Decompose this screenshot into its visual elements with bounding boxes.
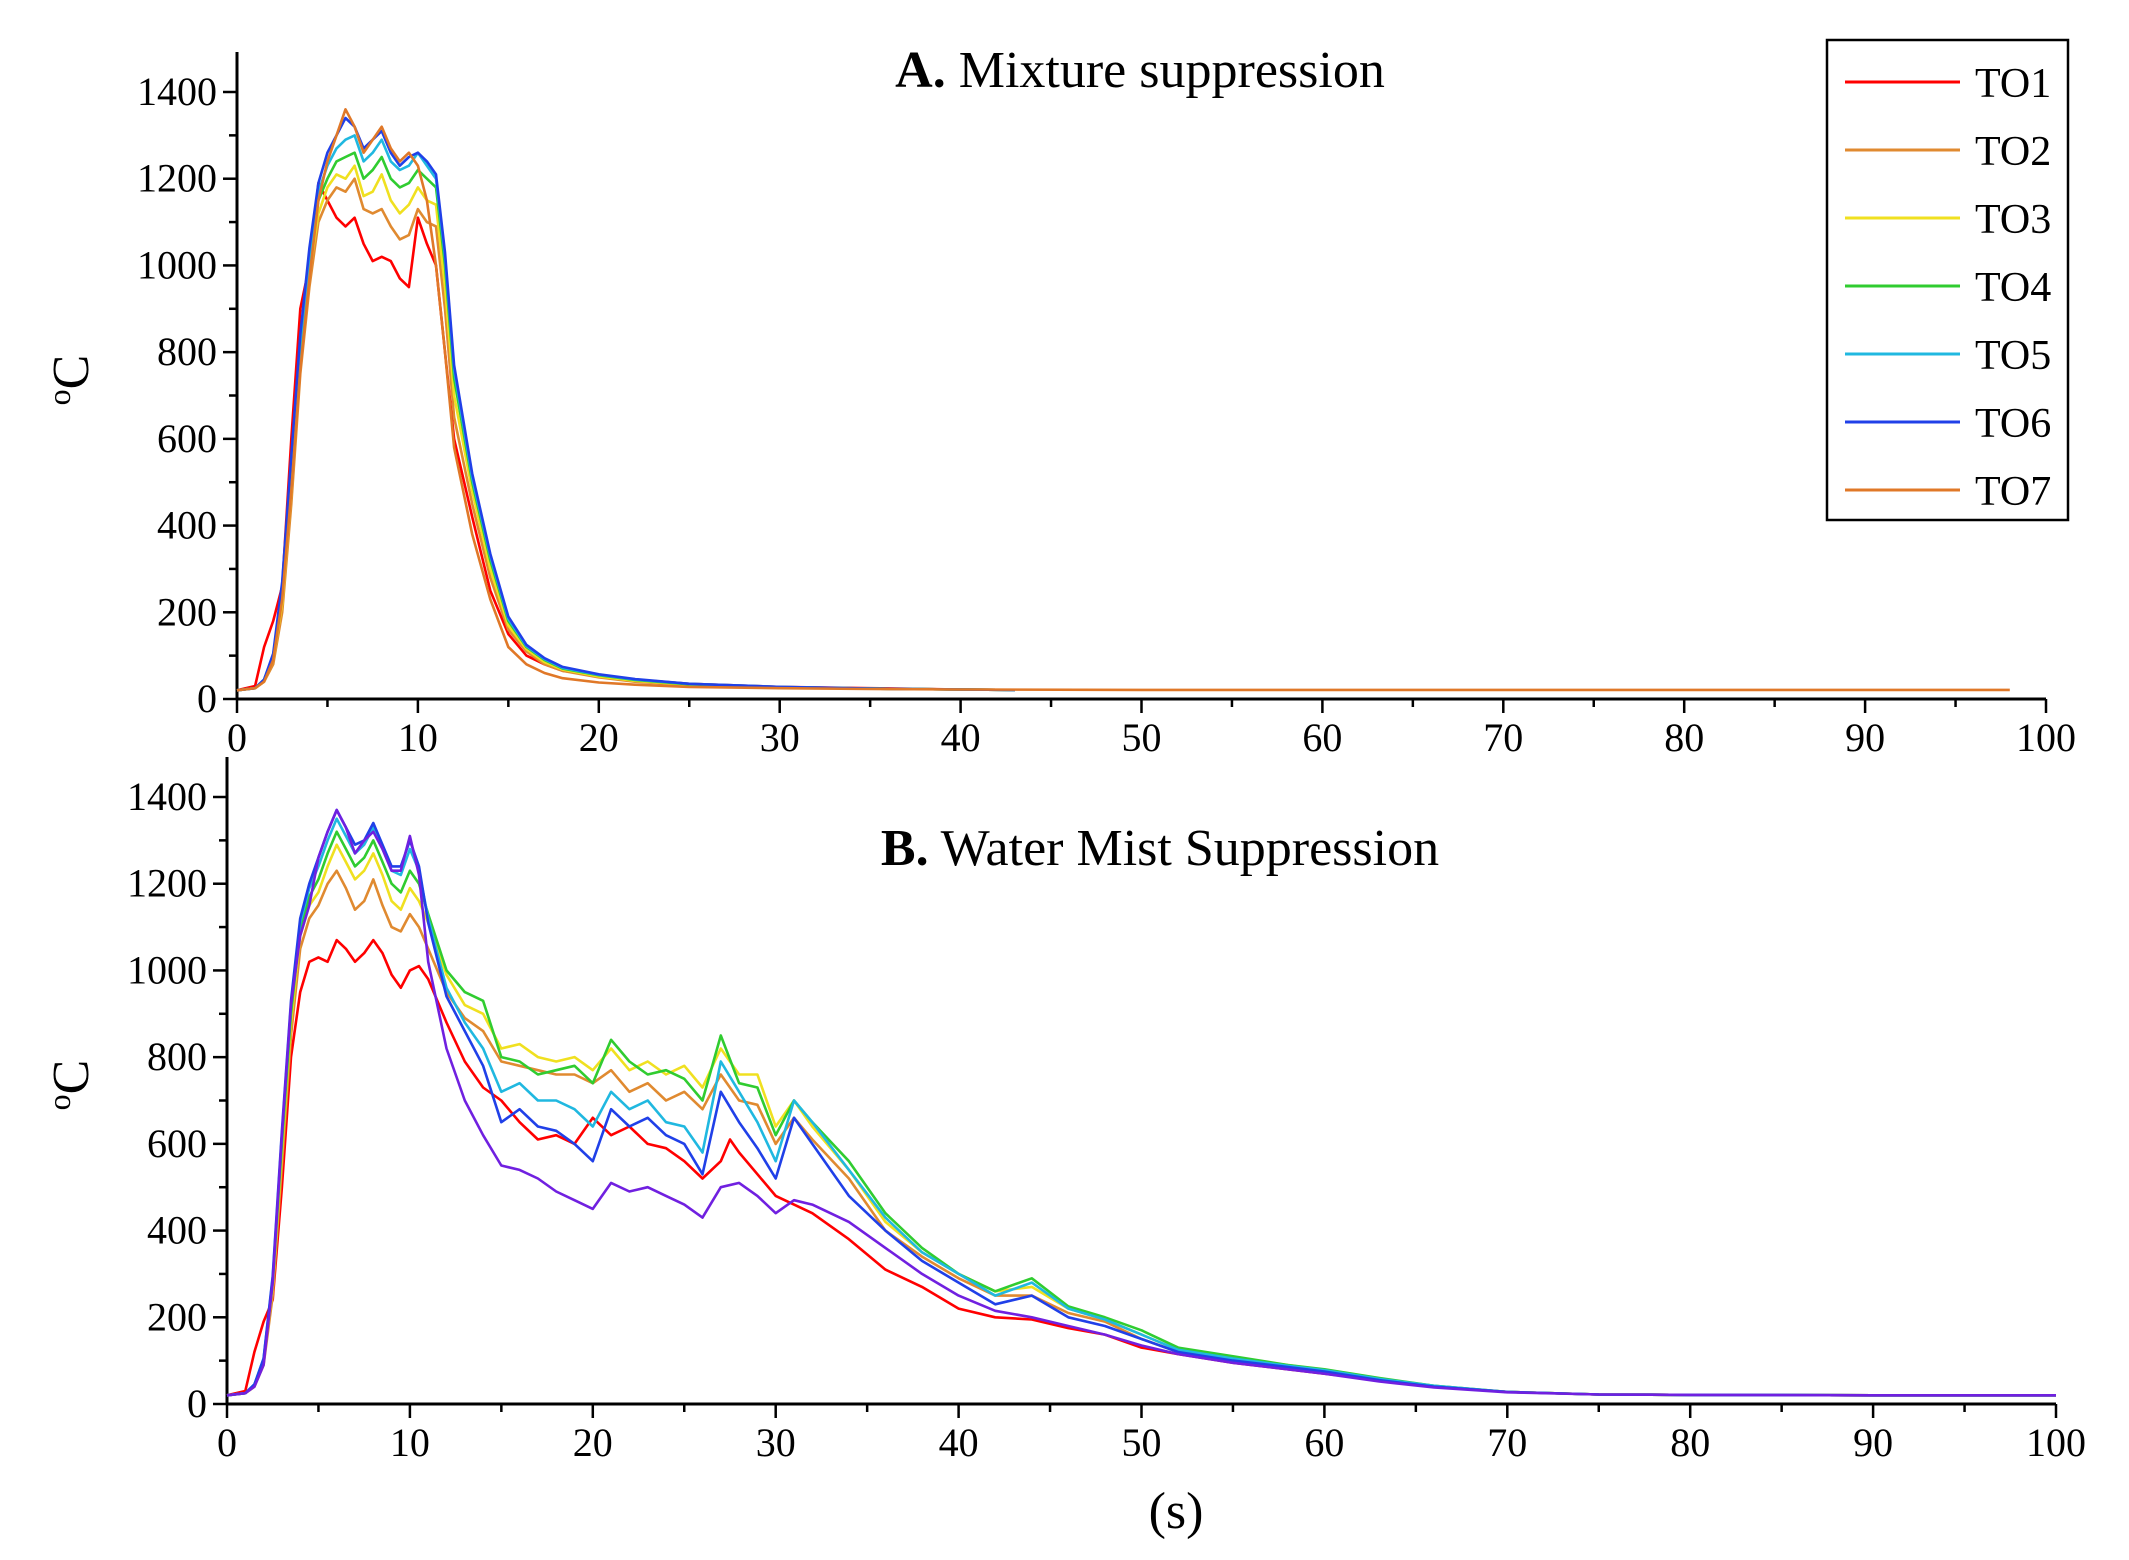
chart-a-y-tick-label: 1400 xyxy=(137,69,217,114)
chart-b-y-tick-label: 800 xyxy=(147,1034,207,1079)
chart-a-x-tick-label: 60 xyxy=(1302,715,1342,760)
chart-b-x-tick-label: 90 xyxy=(1853,1420,1893,1465)
chart-a-x-tick-label: 10 xyxy=(398,715,438,760)
chart-b-series-to5 xyxy=(226,817,2056,1397)
chart-a-ylabel-degree: o xyxy=(41,389,77,405)
chart-b-y-tick-label: 600 xyxy=(147,1121,207,1166)
chart-a-series-to7 xyxy=(236,108,2010,692)
chart-b-plot: 0 10 20 30 40 50 60 70 80 90 100020040060080010001… xyxy=(127,757,2086,1465)
chart-a-title-bold: A. xyxy=(895,42,946,99)
legend-label-to4: TO4 xyxy=(1975,265,2051,311)
chart-a-title-rest: Mixture suppression xyxy=(946,42,1385,99)
chart-b-y-tick-label: 1000 xyxy=(127,947,207,992)
chart-b-y-tick-label: 200 xyxy=(147,1294,207,1339)
chart-b-y-tick-label: 1400 xyxy=(127,774,207,819)
legend-label-to1: TO1 xyxy=(1975,61,2051,107)
chart-b-xlabel: (s) xyxy=(1149,1483,1204,1540)
chart-b-x-tick-label: 60 xyxy=(1304,1420,1344,1465)
chart-b-series-to7 xyxy=(226,808,2056,1397)
chart-a-x-tick-label: 30 xyxy=(760,715,800,760)
chart-b-title-bold: B. xyxy=(881,820,929,877)
chart-a-x-tick-label: 0 xyxy=(227,715,247,760)
legend-box xyxy=(1825,38,2070,522)
chart-b-x-tick-label: 0 xyxy=(217,1420,237,1465)
chart-a-y-tick-label: 1000 xyxy=(137,242,217,287)
legend-label-to7: TO7 xyxy=(1975,469,2051,515)
chart-a-y-tick-label: 0 xyxy=(197,676,217,721)
legend-label-to2: TO2 xyxy=(1975,129,2051,175)
chart-a-series-to6 xyxy=(236,116,1015,692)
chart-a-plot: 0 10 20 30 40 50 60 70 80 90 100020040060080010001… xyxy=(137,52,2076,760)
legend-label-to6: TO6 xyxy=(1975,401,2051,447)
chart-b-x-tick-label: 80 xyxy=(1670,1420,1710,1465)
chart-a-y-tick-label: 600 xyxy=(157,416,217,461)
chart-panel-b: B. Water Mist Suppression oC 0 10 20 30 40 50… xyxy=(41,757,2086,1540)
chart-b-title: B. Water Mist Suppression xyxy=(881,820,1439,877)
chart-b-y-tick-label: 0 xyxy=(187,1381,207,1426)
chart-a-x-tick-label: 100 xyxy=(2016,715,2076,760)
chart-b-x-tick-label: 50 xyxy=(1122,1420,1162,1465)
chart-a-ylabel-unit: C xyxy=(43,355,100,390)
chart-a-x-tick-label: 20 xyxy=(579,715,619,760)
chart-a-x-tick-label: 50 xyxy=(1122,715,1162,760)
chart-panel-a: A. Mixture suppression oC 0 10 20 30 40 50 60 7… xyxy=(41,38,2076,760)
chart-b-x-tick-label: 70 xyxy=(1487,1420,1527,1465)
chart-a-y-tick-label: 1200 xyxy=(137,156,217,201)
chart-a-x-tick-label: 80 xyxy=(1664,715,1704,760)
chart-b-series-to4 xyxy=(226,830,2056,1397)
chart-b-x-tick-label: 20 xyxy=(573,1420,613,1465)
chart-a-y-tick-label: 800 xyxy=(157,329,217,374)
chart-a-x-tick-label: 90 xyxy=(1845,715,1885,760)
chart-b-y-tick-label: 400 xyxy=(147,1208,207,1253)
chart-b-ylabel-degree: o xyxy=(41,1094,77,1110)
legend: TO1 TO2 TO3 TO4 TO5 TO6 TO7 xyxy=(1825,38,2070,522)
chart-a-x-tick-label: 70 xyxy=(1483,715,1523,760)
chart-a-x-tick-label: 40 xyxy=(941,715,981,760)
chart-a-ylabel: oC xyxy=(41,355,100,406)
legend-entries: TO1 TO2 TO3 TO4 TO5 TO6 TO7 xyxy=(1845,61,2051,515)
chart-b-x-tick-label: 30 xyxy=(756,1420,796,1465)
chart-b-title-rest: Water Mist Suppression xyxy=(929,820,1440,877)
legend-label-to5: TO5 xyxy=(1975,333,2051,379)
chart-b-ylabel-unit: C xyxy=(43,1060,100,1095)
legend-label-to3: TO3 xyxy=(1975,197,2051,243)
chart-a-title: A. Mixture suppression xyxy=(895,42,1385,99)
chart-b-x-tick-label: 40 xyxy=(939,1420,979,1465)
chart-a-y-tick-label: 400 xyxy=(157,503,217,548)
chart-b-y-tick-label: 1200 xyxy=(127,861,207,906)
chart-b-x-tick-label: 100 xyxy=(2026,1420,2086,1465)
chart-b-x-tick-label: 10 xyxy=(390,1420,430,1465)
chart-a-y-tick-label: 200 xyxy=(157,589,217,634)
chart-b-ylabel: oC xyxy=(41,1060,100,1111)
